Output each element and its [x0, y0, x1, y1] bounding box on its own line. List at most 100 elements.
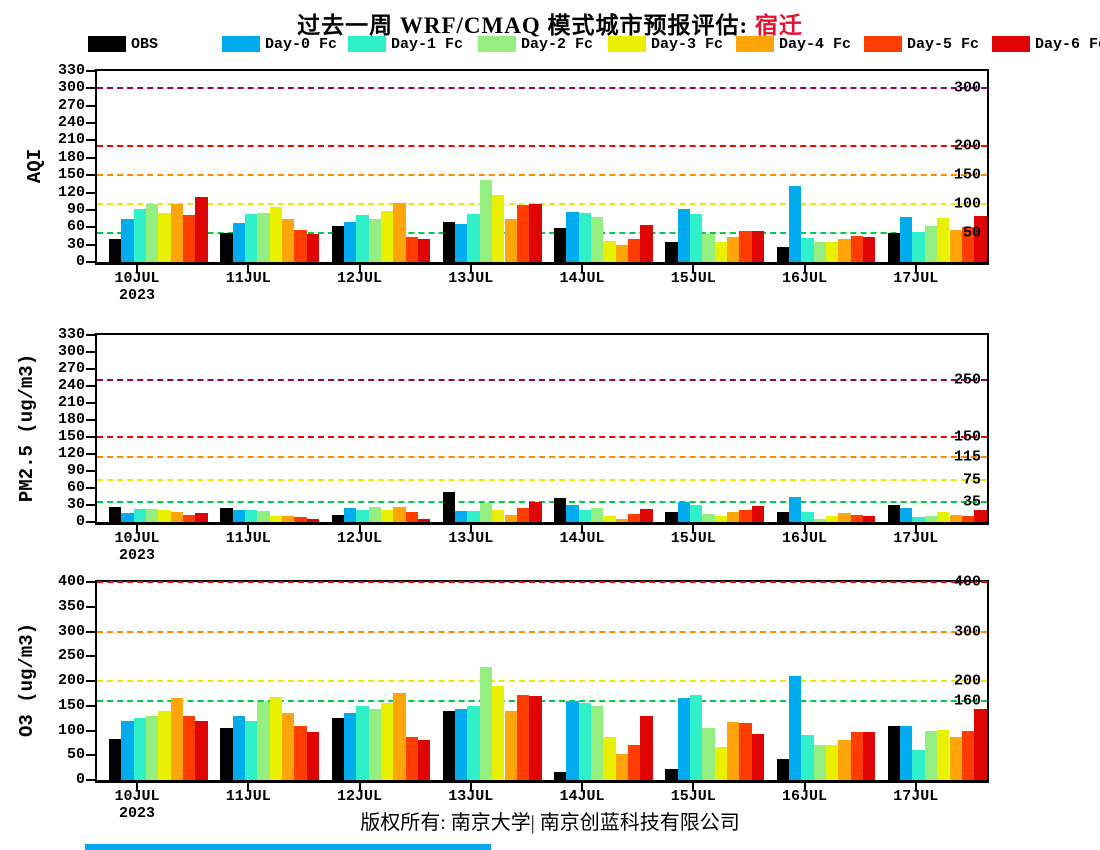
bar-o3-14jul-obs [554, 772, 567, 780]
ref-line-label: 200 [953, 672, 981, 690]
legend-label: Day-1 Fc [391, 35, 464, 53]
ref-line-200 [97, 680, 987, 682]
x-tick-label: 14JUL [559, 530, 605, 547]
ref-line-75 [97, 478, 987, 481]
bar-pm25-13jul-day-3-fc [492, 510, 505, 522]
bar-o3-16jul-day-2-fc [813, 745, 826, 780]
bar-pm25-15jul-day-2-fc [702, 513, 715, 522]
bar-o3-14jul-day-2-fc [591, 705, 604, 780]
bar-o3-10jul-obs [109, 738, 122, 780]
bar-pm25-14jul-day-5-fc [628, 513, 641, 522]
bar-o3-17jul-obs [887, 725, 901, 780]
y-tick-label: 0 [75, 513, 85, 530]
x-axis-tick [692, 783, 695, 790]
bar-aqi-12jul-day-1-fc [356, 215, 369, 262]
x-tick-label: 10JUL [114, 530, 160, 547]
bar-aqi-17jul-day-4-fc [949, 229, 962, 262]
bar-o3-10jul-day-3-fc [158, 710, 171, 780]
bar-pm25-13jul-obs [442, 491, 456, 522]
x-tick-label: 12JUL [336, 530, 382, 547]
y-tick-label: 150 [57, 696, 85, 714]
bar-o3-15jul-day-3-fc [714, 747, 727, 780]
x-tick-label: 13JUL [448, 270, 494, 287]
bar-o3-14jul-day-4-fc [615, 753, 629, 780]
bar-pm25-15jul-day-3-fc [714, 516, 727, 522]
bar-aqi-16jul-day-1-fc [801, 237, 814, 262]
bar-aqi-11jul-day-4-fc [282, 218, 295, 262]
plot-area-aqi: 0 30 60 90 120 150 180 210 240 270 300 330 AQI 50 100 1… [24, 63, 989, 304]
legend-label: Day-5 Fc [907, 35, 980, 53]
ref-line-300 [97, 630, 987, 633]
x-axis-tick [136, 525, 138, 532]
bar-pm25-12jul-day-4-fc [393, 507, 406, 522]
x-axis-tick [692, 525, 695, 532]
ref-line-label: 300 [953, 79, 981, 97]
bar-o3-13jul-day-6-fc [529, 695, 542, 780]
bar-pm25-10jul-day-4-fc [170, 512, 184, 522]
y-axis-tick [86, 487, 95, 489]
y-axis-tick [86, 453, 95, 455]
y-tick-label: 30 [66, 496, 85, 513]
bar-aqi-12jul-day-2-fc [368, 218, 381, 262]
bar-o3-17jul-day-0-fc [900, 725, 913, 780]
x-tick-label: 15JUL [670, 530, 716, 547]
x-tick-label: 11JUL [225, 270, 271, 287]
y-axis-tick [86, 385, 95, 387]
y-tick-label: 30 [66, 235, 85, 253]
bar-pm25-10jul-day-1-fc [133, 508, 147, 522]
bar-pm25-12jul-day-6-fc [417, 518, 431, 522]
x-axis-tick [803, 525, 806, 532]
y-axis-tick [86, 208, 95, 211]
y-axis-tick [86, 243, 95, 246]
bar-aqi-11jul-day-5-fc [294, 229, 307, 262]
y-tick-label: 250 [57, 647, 85, 665]
bar-o3-12jul-day-5-fc [405, 736, 418, 780]
bar-pm25-17jul-day-2-fc [924, 515, 938, 522]
y-axis-tick [86, 87, 95, 90]
bar-aqi-15jul-day-2-fc [702, 234, 715, 262]
legend-item-day-5-fc: Day-5 Fc [864, 35, 979, 53]
bar-aqi-13jul-day-4-fc [504, 219, 517, 262]
bar-aqi-11jul-day-6-fc [306, 234, 320, 262]
x-tick-label: 11JUL [225, 788, 271, 805]
bar-pm25-12jul-obs [331, 514, 344, 522]
bar-o3-10jul-day-1-fc [133, 718, 147, 780]
y-tick-label: 150 [57, 428, 85, 445]
y-tick-label: 120 [57, 183, 85, 201]
y-axis-tick [86, 630, 95, 633]
bar-o3-14jul-day-6-fc [640, 715, 653, 780]
y-axis-tick [86, 521, 95, 523]
bar-aqi-15jul-day-5-fc [739, 230, 752, 262]
bar-o3-10jul-day-6-fc [195, 720, 208, 780]
y-tick-label: 210 [57, 394, 85, 411]
bar-aqi-16jul-obs [776, 246, 789, 262]
bar-pm25-15jul-obs [665, 511, 678, 522]
bar-pm25-12jul-day-3-fc [380, 510, 394, 522]
bar-o3-10jul-day-0-fc [121, 720, 134, 780]
y-axis-tick [86, 139, 95, 142]
ref-line-200 [97, 145, 987, 148]
horizontal-scrollbar-thumb[interactable] [85, 844, 491, 850]
ref-line-label: 50 [962, 224, 981, 242]
x-tick-label: 12JUL [336, 270, 382, 287]
bar-o3-13jul-day-2-fc [479, 667, 493, 780]
y-tick-label: 90 [66, 462, 85, 479]
x-tick-label: 17JUL [893, 530, 939, 547]
y-axis-tick [86, 174, 95, 177]
x-axis-tick [914, 265, 917, 272]
y-axis-tick [86, 581, 95, 583]
bar-o3-13jul-day-3-fc [492, 685, 505, 780]
bar-o3-15jul-day-5-fc [739, 723, 752, 780]
bar-pm25-13jul-day-2-fc [479, 503, 493, 522]
bar-aqi-15jul-day-3-fc [714, 242, 727, 262]
x-axis-tick [247, 783, 250, 790]
bar-pm25-16jul-day-1-fc [801, 511, 814, 522]
y-axis-tick [86, 729, 95, 732]
y-tick-label: 270 [57, 96, 85, 114]
y-axis-tick [86, 402, 95, 404]
x-axis-tick [692, 265, 695, 272]
ref-line-250 [97, 379, 987, 382]
bar-aqi-17jul-obs [887, 233, 901, 262]
bar-pm25-17jul-obs [887, 505, 901, 522]
bar-pm25-11jul-day-1-fc [244, 510, 258, 522]
